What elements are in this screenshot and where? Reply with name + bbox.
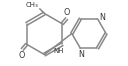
Text: N: N (78, 50, 84, 59)
Text: CH₃: CH₃ (26, 2, 39, 8)
Text: O: O (19, 51, 25, 60)
Text: NH: NH (53, 48, 63, 54)
Text: N: N (99, 13, 105, 22)
Text: O: O (64, 8, 70, 17)
